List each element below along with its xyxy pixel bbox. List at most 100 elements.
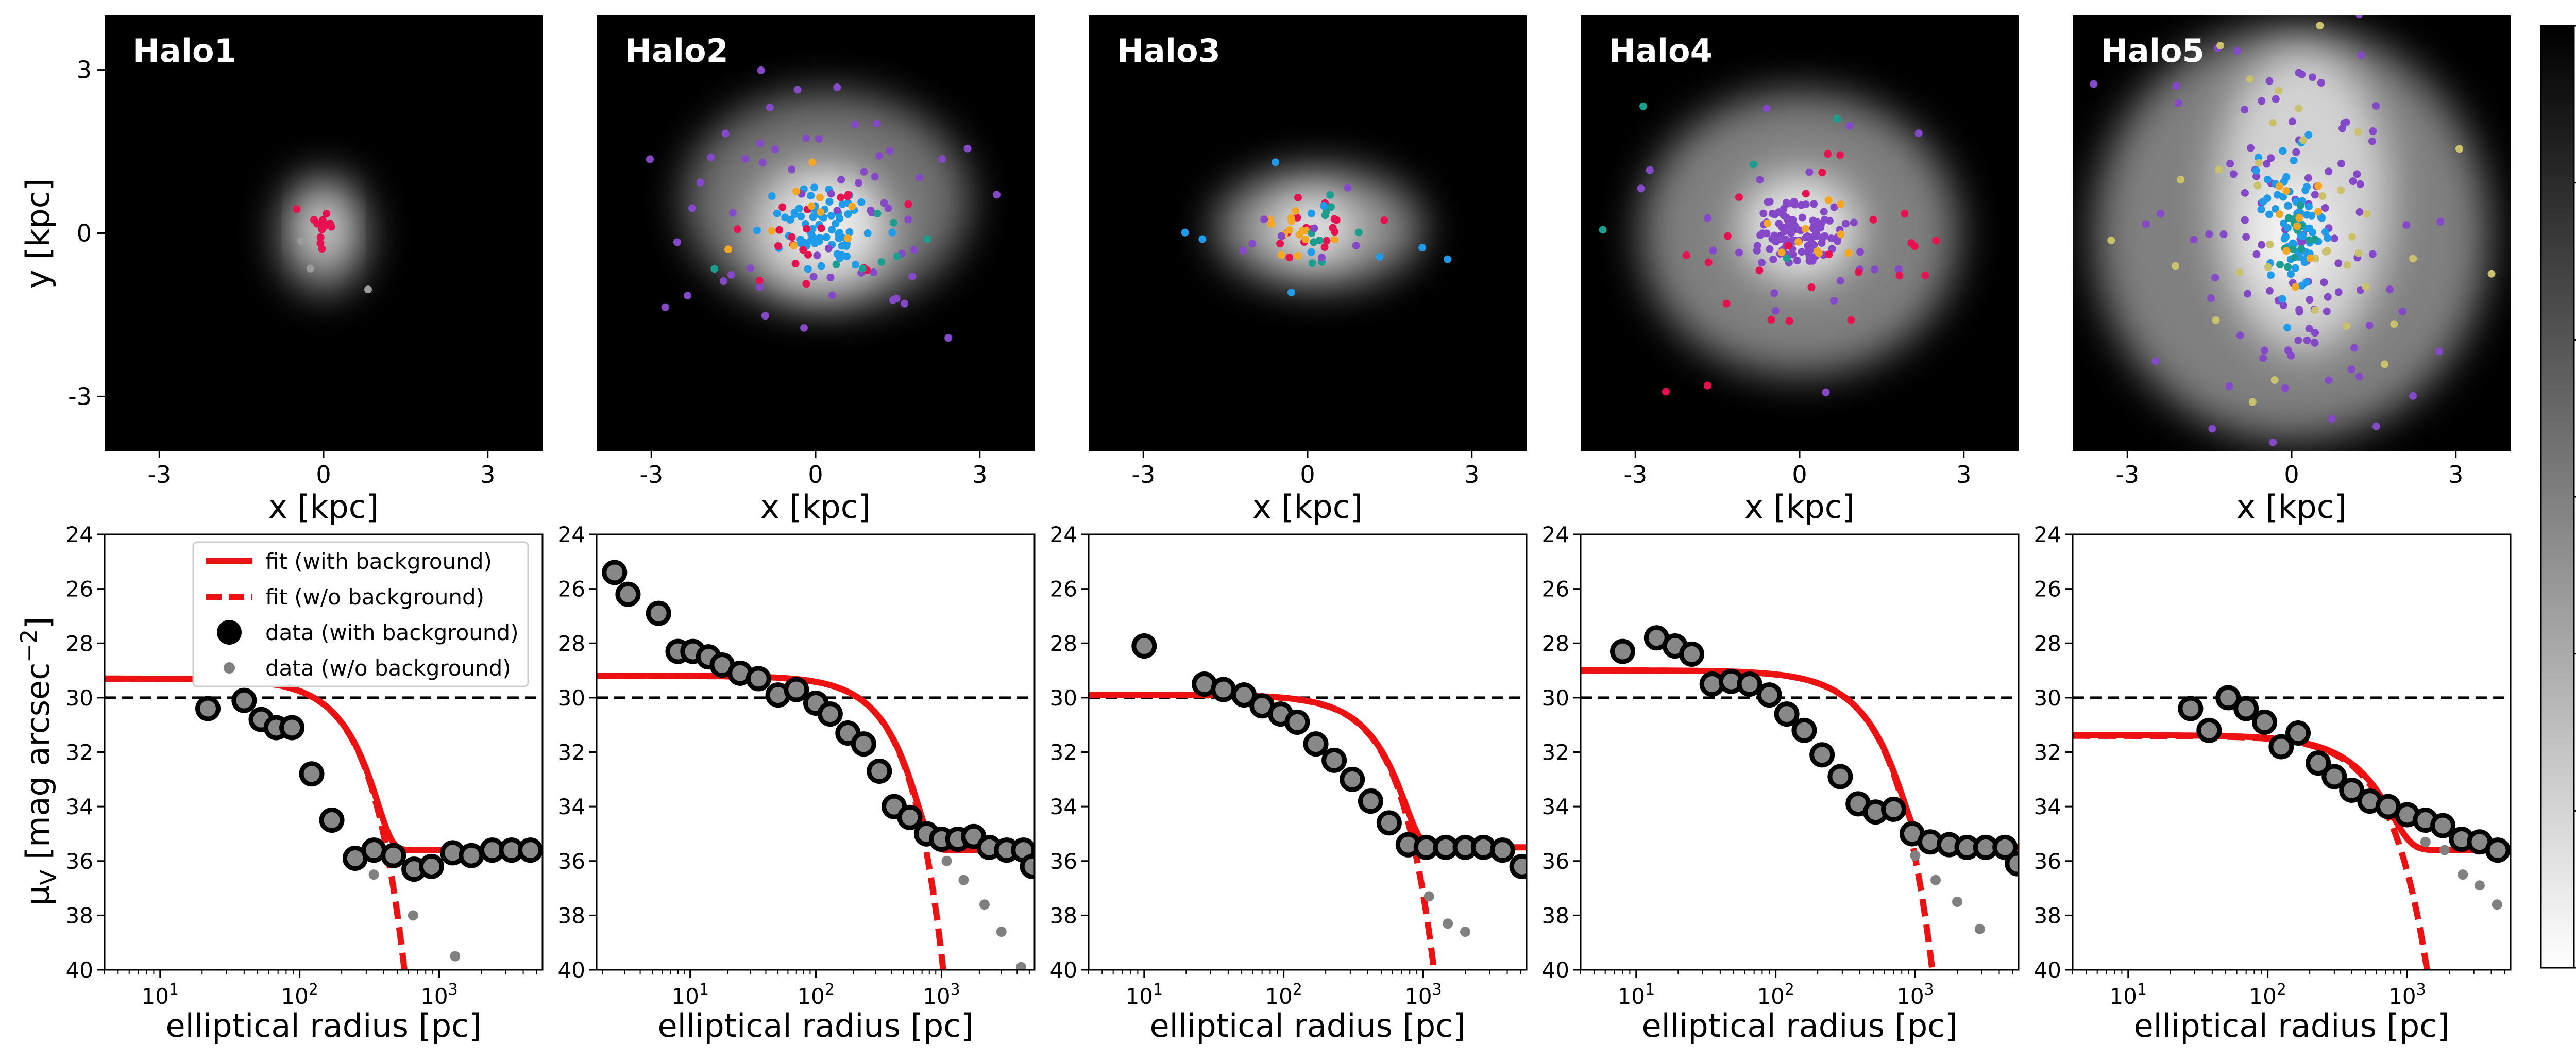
- map-star: [1755, 266, 1764, 275]
- map-title: Halo5: [2101, 32, 2205, 70]
- map-star: [1682, 251, 1690, 260]
- map-star: [2306, 254, 2314, 262]
- map-star: [2259, 197, 2267, 206]
- map-star: [1833, 115, 1841, 123]
- profile-content: [1581, 625, 2019, 970]
- map-xlabel: x [kpc]: [1252, 488, 1363, 526]
- map-star: [1793, 225, 1801, 233]
- map-star: [2276, 260, 2284, 268]
- data-point-with-background: [745, 666, 771, 692]
- map-star: [721, 129, 730, 138]
- map-star: [2356, 180, 2364, 188]
- map-panel-1: Halo1 -3 0 3 x [kpc] 3 0 -3: [68, 15, 543, 526]
- map-star: [855, 179, 863, 187]
- map-star: [2253, 2, 2261, 9]
- map-star: [813, 251, 821, 260]
- map-star: [2285, 214, 2293, 222]
- map-star: [2304, 203, 2313, 211]
- map-star: [1817, 220, 1825, 228]
- data-point-with-background: [1489, 837, 1515, 863]
- map-star: [2398, 308, 2406, 316]
- profile-ylabel: μV [mag arcsec−2]: [16, 617, 62, 906]
- profile-xtick-label: 101: [2110, 981, 2147, 1009]
- map-star: [1777, 248, 1786, 257]
- map-star: [844, 191, 852, 199]
- map-star: [2295, 308, 2303, 316]
- profile-ytick-label: 36: [558, 849, 585, 874]
- map-star: [1807, 283, 1816, 291]
- map-star: [2241, 216, 2249, 224]
- data-point-with-background: [2339, 777, 2365, 803]
- map-star: [2282, 187, 2291, 195]
- data-point-with-background: [279, 715, 305, 741]
- map-star: [923, 235, 931, 243]
- map-star: [1794, 238, 1803, 246]
- map-star: [2236, 331, 2244, 340]
- map-star: [1723, 232, 1732, 240]
- map-star: [2264, 263, 2272, 271]
- map-star: [2273, 191, 2281, 199]
- profile-xlabel: elliptical radius [pc]: [2134, 1007, 2450, 1045]
- map-star: [661, 303, 669, 311]
- map-star: [2299, 136, 2307, 144]
- map-star: [778, 203, 787, 211]
- data-point-with-background: [784, 677, 809, 702]
- profile-ytick-label: 36: [66, 849, 93, 874]
- map-xtick-label: 3: [972, 461, 987, 489]
- map-star: [2283, 324, 2292, 332]
- profile-ylabel-rest: [mag arcsec: [19, 663, 57, 870]
- map-star: [1287, 288, 1296, 296]
- map-star: [1267, 220, 1276, 228]
- map-star: [1793, 257, 1801, 265]
- data-point-with-background: [615, 581, 641, 607]
- map-star: [733, 225, 741, 233]
- map-star: [2266, 240, 2274, 248]
- profile-content: [2073, 685, 2511, 970]
- map-star: [1797, 201, 1805, 209]
- map-star: [858, 264, 867, 273]
- map-star: [2090, 80, 2098, 88]
- data-point-with-background: [1992, 834, 2018, 860]
- map-star: [1307, 248, 1315, 256]
- map-star: [877, 258, 886, 266]
- map-content: [2090, 2, 2496, 463]
- data-point-with-background: [2252, 709, 2278, 735]
- map-star: [803, 225, 811, 233]
- profile-xtick-label: 102: [1265, 981, 1302, 1009]
- map-star: [790, 210, 799, 218]
- map-star: [816, 193, 824, 201]
- map-star: [1646, 166, 1654, 174]
- map-star: [2289, 245, 2297, 253]
- profile-ytick-label: 30: [1050, 685, 1077, 711]
- map-star: [1380, 216, 1388, 224]
- map-star: [1921, 271, 1929, 279]
- map-star: [845, 228, 854, 236]
- map-star: [2365, 321, 2374, 329]
- map-star: [2142, 220, 2150, 228]
- map-title: Halo4: [1609, 32, 1713, 70]
- map-star: [1198, 235, 1207, 243]
- data-point-without-background: [1460, 927, 1471, 937]
- map-star: [1277, 251, 1285, 259]
- map-star: [2346, 456, 2354, 463]
- data-point-without-background: [2439, 845, 2450, 855]
- map-star: [2278, 295, 2286, 303]
- map-star: [771, 145, 779, 153]
- map-star: [2263, 160, 2271, 168]
- map-star: [1637, 184, 1645, 193]
- data-point-with-background: [1303, 731, 1329, 757]
- map-star: [2265, 210, 2274, 218]
- map-title: Halo2: [625, 32, 728, 70]
- profile-ytick-label: 38: [558, 903, 585, 928]
- map-star: [2215, 165, 2223, 174]
- map-star: [1771, 307, 1780, 315]
- map-star: [1798, 248, 1806, 256]
- map-star: [904, 215, 912, 224]
- profile-ytick-label: 40: [558, 957, 585, 983]
- map-star: [757, 66, 765, 74]
- map-star: [775, 226, 784, 234]
- map-star: [2348, 233, 2356, 241]
- map-star: [844, 210, 852, 218]
- map-star: [1827, 234, 1835, 243]
